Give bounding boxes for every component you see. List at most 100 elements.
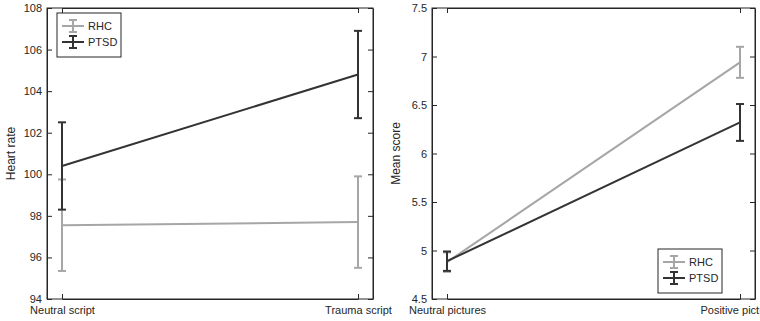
x-axis-top	[448, 8, 741, 13]
error-bar-part	[443, 270, 451, 272]
axis-title: Heart rate	[4, 126, 18, 180]
legend-symbol-part	[670, 271, 678, 273]
x-axis: Neutral script Trauma script	[30, 294, 392, 316]
legend-symbol-part	[670, 283, 678, 285]
tick-label: 7	[421, 51, 427, 63]
tick-mark	[368, 257, 373, 258]
tick-mark	[368, 216, 373, 217]
tick-label: 5.5	[412, 196, 427, 208]
tick-mark	[447, 294, 448, 299]
legend-symbol-part	[670, 267, 678, 269]
tick	[750, 154, 755, 155]
error-bar-part	[739, 104, 741, 141]
legend-label: PTSD	[689, 272, 718, 284]
tick-mark	[47, 174, 52, 175]
tick	[368, 8, 373, 9]
axis-title: Mean score	[389, 122, 403, 185]
tick: Neutral pictures	[409, 294, 487, 316]
tick: 108	[24, 2, 52, 14]
error-bar-part	[354, 267, 362, 269]
tick: 102	[24, 127, 52, 139]
tick-mark	[740, 8, 741, 13]
tick	[358, 8, 359, 13]
tick	[750, 299, 755, 300]
error-bar-part	[58, 270, 66, 272]
error-bar	[354, 176, 362, 267]
tick-mark	[62, 294, 63, 299]
plot-frame	[432, 8, 755, 299]
legend-symbol-part	[69, 47, 77, 49]
tick	[368, 216, 373, 217]
tick: 106	[24, 44, 52, 56]
tick-label: 100	[24, 168, 42, 180]
tick-label: Neutral script	[30, 304, 95, 316]
tick-label: Trauma script	[325, 304, 392, 316]
legend-symbol	[62, 20, 84, 32]
tick: 104	[24, 85, 52, 97]
error-bar	[736, 47, 744, 78]
tick-mark	[432, 105, 437, 106]
legend-symbol-part	[673, 256, 675, 268]
error-bar-part	[446, 251, 448, 270]
tick-mark	[368, 299, 373, 300]
tick-mark	[432, 154, 437, 155]
error-bar-part	[739, 47, 741, 78]
y-axis-right	[750, 9, 756, 300]
legend-symbol-part	[69, 31, 77, 33]
tick	[750, 202, 755, 203]
legend-symbol	[62, 36, 84, 48]
series-line	[62, 75, 358, 166]
tick	[368, 174, 373, 175]
tick-mark	[358, 8, 359, 13]
tick: 7.5	[412, 2, 437, 14]
plot-area	[58, 31, 362, 271]
series-line	[447, 122, 740, 261]
axis-line	[63, 299, 359, 300]
error-bar-part	[357, 176, 359, 267]
axis-line	[448, 8, 741, 9]
legend-box	[658, 249, 722, 293]
tick	[368, 91, 373, 92]
legend-label: RHC	[88, 20, 112, 32]
tick-label: 7.5	[412, 2, 427, 14]
tick	[750, 57, 755, 58]
legend-box	[57, 13, 121, 57]
error-bar-part	[443, 271, 451, 273]
legend-label: RHC	[689, 256, 713, 268]
tick-mark	[432, 202, 437, 203]
tick	[750, 105, 755, 106]
legend-symbol	[663, 256, 685, 268]
tick	[740, 8, 741, 13]
error-bar-part	[443, 250, 451, 252]
legend: RHC PTSD	[57, 13, 121, 57]
error-bar-part	[61, 122, 63, 209]
error-bar-part	[736, 46, 744, 48]
axis-line	[63, 8, 359, 9]
tick-mark	[47, 8, 52, 9]
error-bar	[736, 104, 744, 141]
tick-mark	[47, 91, 52, 92]
legend: RHC PTSD	[658, 249, 722, 293]
error-bar-part	[58, 121, 66, 123]
tick: 7	[421, 51, 437, 63]
series-line	[447, 62, 740, 262]
error-bar	[443, 252, 451, 271]
error-bar-part	[736, 140, 744, 142]
tick-mark	[47, 257, 52, 258]
y-axis-right	[368, 9, 374, 300]
tick: 6	[421, 148, 437, 160]
axis-line	[47, 9, 48, 300]
tick-mark	[750, 251, 755, 252]
error-bar-part	[357, 31, 359, 118]
tick-label: Positive pictures	[700, 304, 760, 316]
error-bar-part	[354, 117, 362, 119]
error-bar	[443, 251, 451, 270]
error-bar-part	[354, 30, 362, 32]
tick-label: Neutral pictures	[409, 304, 487, 316]
tick-mark	[750, 202, 755, 203]
tick-mark	[432, 8, 437, 9]
tick-mark	[62, 8, 63, 13]
legend-label: PTSD	[88, 36, 117, 48]
tick: Neutral script	[30, 294, 95, 316]
tick	[447, 8, 448, 13]
